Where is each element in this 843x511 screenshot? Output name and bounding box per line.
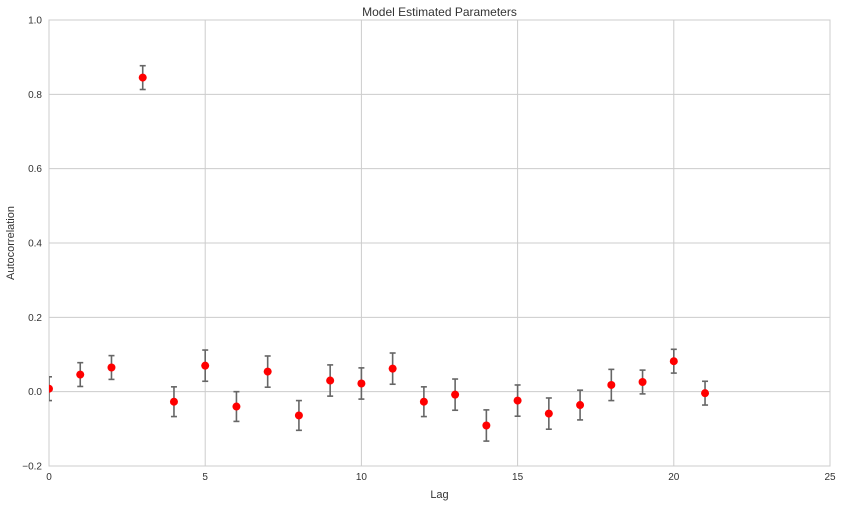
data-point: [388, 364, 397, 373]
data-point: [263, 367, 272, 376]
y-axis-title: Autocorrelation: [5, 206, 17, 280]
data-point: [544, 409, 553, 418]
y-tick-label: −0.2: [22, 462, 42, 473]
x-tick-label: 10: [356, 472, 368, 483]
data-point: [701, 389, 710, 398]
data-point: [638, 378, 647, 387]
data-point: [232, 402, 241, 411]
x-axis-title: Lag: [430, 489, 448, 501]
data-point: [169, 397, 178, 406]
data-point: [607, 380, 616, 389]
data-point: [107, 363, 116, 372]
data-points: [49, 73, 710, 430]
chart-title: Model Estimated Parameters: [362, 5, 517, 19]
data-point: [76, 370, 85, 379]
y-tick-label: 0.0: [28, 387, 42, 398]
data-point: [669, 357, 678, 366]
x-tick-label: 5: [202, 472, 208, 483]
data-point: [357, 379, 366, 388]
data-point: [138, 73, 147, 82]
x-tick-label: 0: [46, 472, 52, 483]
y-tick-label: 0.4: [28, 239, 42, 250]
x-tick-label: 25: [824, 472, 836, 483]
error-bar: [49, 375, 52, 402]
data-point: [49, 384, 53, 393]
data-point: [326, 376, 335, 385]
data-point: [419, 397, 428, 406]
data-point: [482, 421, 491, 430]
data-point: [576, 401, 585, 410]
data-point: [201, 361, 210, 370]
y-tick-label: 1.0: [28, 16, 42, 27]
x-tick-label: 15: [512, 472, 524, 483]
data-point: [451, 390, 460, 399]
x-tick-label: 20: [668, 472, 680, 483]
data-point: [513, 396, 522, 405]
y-tick-label: 0.6: [28, 164, 42, 175]
tick-labels: 0 5 10 15 20 25 −0.2 0.0 0.2 0.4 0.6 0.8 1.0: [22, 16, 836, 484]
data-point: [294, 411, 303, 420]
y-tick-label: 0.8: [28, 90, 42, 101]
grid-lines: [49, 20, 830, 466]
y-tick-label: 0.2: [28, 313, 42, 324]
